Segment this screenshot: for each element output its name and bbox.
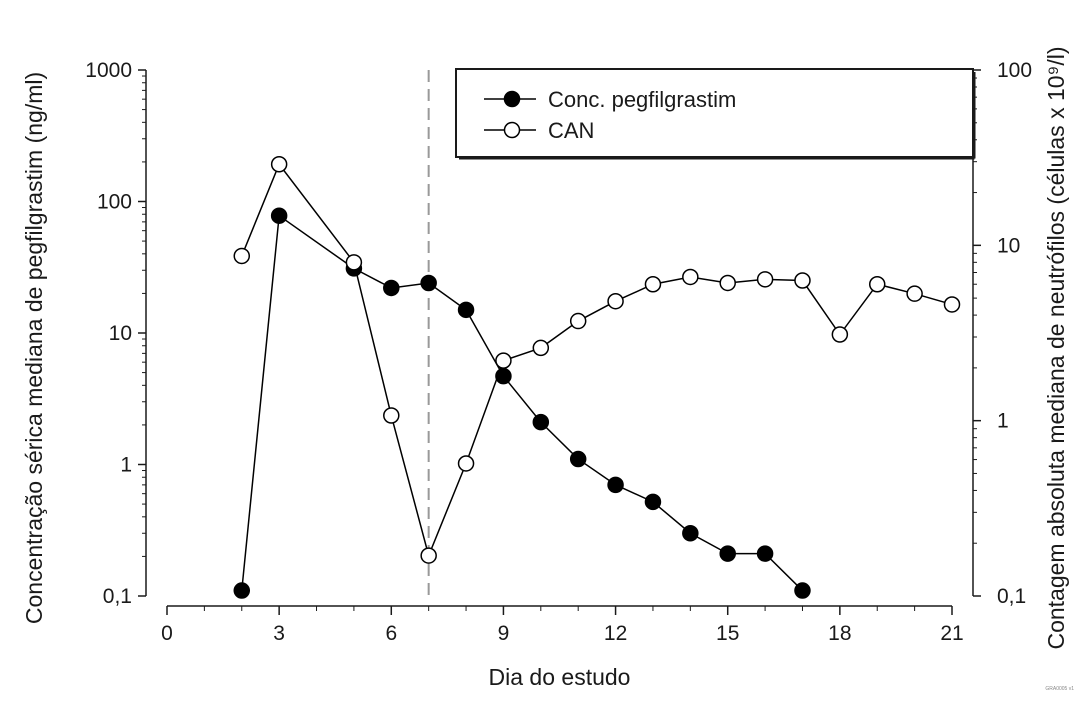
x-tick-label: 9: [498, 622, 510, 645]
data-point-open: [345, 254, 363, 271]
legend-box: [455, 68, 974, 158]
data-point-open: [943, 296, 961, 313]
data-point-filled: [682, 525, 699, 542]
data-point-open: [607, 292, 624, 310]
y-right-tick-label: 100: [997, 59, 1032, 82]
legend-label: CAN: [548, 118, 594, 143]
data-point-filled: [270, 207, 288, 224]
data-point-open: [233, 247, 251, 265]
data-point-open: [906, 285, 923, 302]
y-right-tick-label: 1: [997, 410, 1009, 433]
data-point-filled: [233, 582, 251, 599]
data-point-open: [569, 312, 587, 330]
data-point-filled: [532, 413, 550, 431]
x-tick-label: 6: [385, 622, 397, 645]
y-axis-right-title: Contagem absoluta mediana de neutrófilos…: [1043, 46, 1069, 649]
x-tick-label: 18: [828, 622, 851, 645]
x-axis-title: Dia do estudo: [489, 664, 631, 690]
y-left-tick-label: 1000: [85, 59, 132, 82]
x-tick-label: 12: [604, 622, 627, 645]
data-point-open: [682, 268, 699, 286]
y-left-tick-label: 1: [120, 454, 132, 477]
series-line-0: [241, 214, 804, 592]
y-right-tick-label: 10: [997, 234, 1020, 257]
data-point-open: [794, 272, 811, 289]
data-point-filled: [569, 450, 587, 468]
data-point-open: [831, 326, 849, 343]
y-left-tick-label: 10: [109, 322, 132, 345]
legend-marker: [503, 90, 521, 108]
data-point-filled: [420, 274, 437, 292]
legend-marker: [503, 121, 521, 139]
series-layer: [233, 156, 961, 599]
data-point-open: [719, 274, 736, 292]
y-axis-left-title: Concentração sérica mediana de pegfilgra…: [21, 72, 47, 624]
legend: Conc. pegfilgrastim CAN: [455, 68, 976, 160]
data-point-open: [457, 455, 475, 472]
data-point-open: [532, 339, 550, 357]
data-point-filled: [607, 476, 624, 494]
data-point-filled: [383, 279, 400, 297]
data-point-open: [644, 275, 662, 293]
series-line-1: [241, 162, 953, 558]
data-point-filled: [457, 301, 475, 319]
legend-entries: Conc. pegfilgrastim CAN: [484, 87, 736, 143]
data-point-open: [495, 352, 512, 369]
x-tick-label: 21: [940, 622, 963, 645]
data-point-filled: [794, 582, 811, 599]
data-point-open: [270, 156, 288, 173]
y-left-tick-label: 0,1: [103, 585, 132, 608]
data-point-open: [756, 271, 774, 288]
data-point-filled: [719, 545, 736, 562]
data-point-open: [868, 275, 886, 293]
x-tick-label: 15: [716, 622, 739, 645]
y-left-tick-label: 100: [97, 191, 132, 214]
data-point-open: [420, 547, 437, 564]
x-tick-label: 3: [273, 622, 285, 645]
data-point-filled: [644, 493, 662, 511]
legend-label: Conc. pegfilgrastim: [548, 87, 736, 112]
data-point-open: [383, 407, 400, 424]
x-tick-label: 0: [161, 622, 173, 645]
data-point-filled: [756, 545, 774, 562]
watermark: GRA0005 v1: [1045, 686, 1074, 692]
y-right-tick-label: 0,1: [997, 585, 1026, 608]
